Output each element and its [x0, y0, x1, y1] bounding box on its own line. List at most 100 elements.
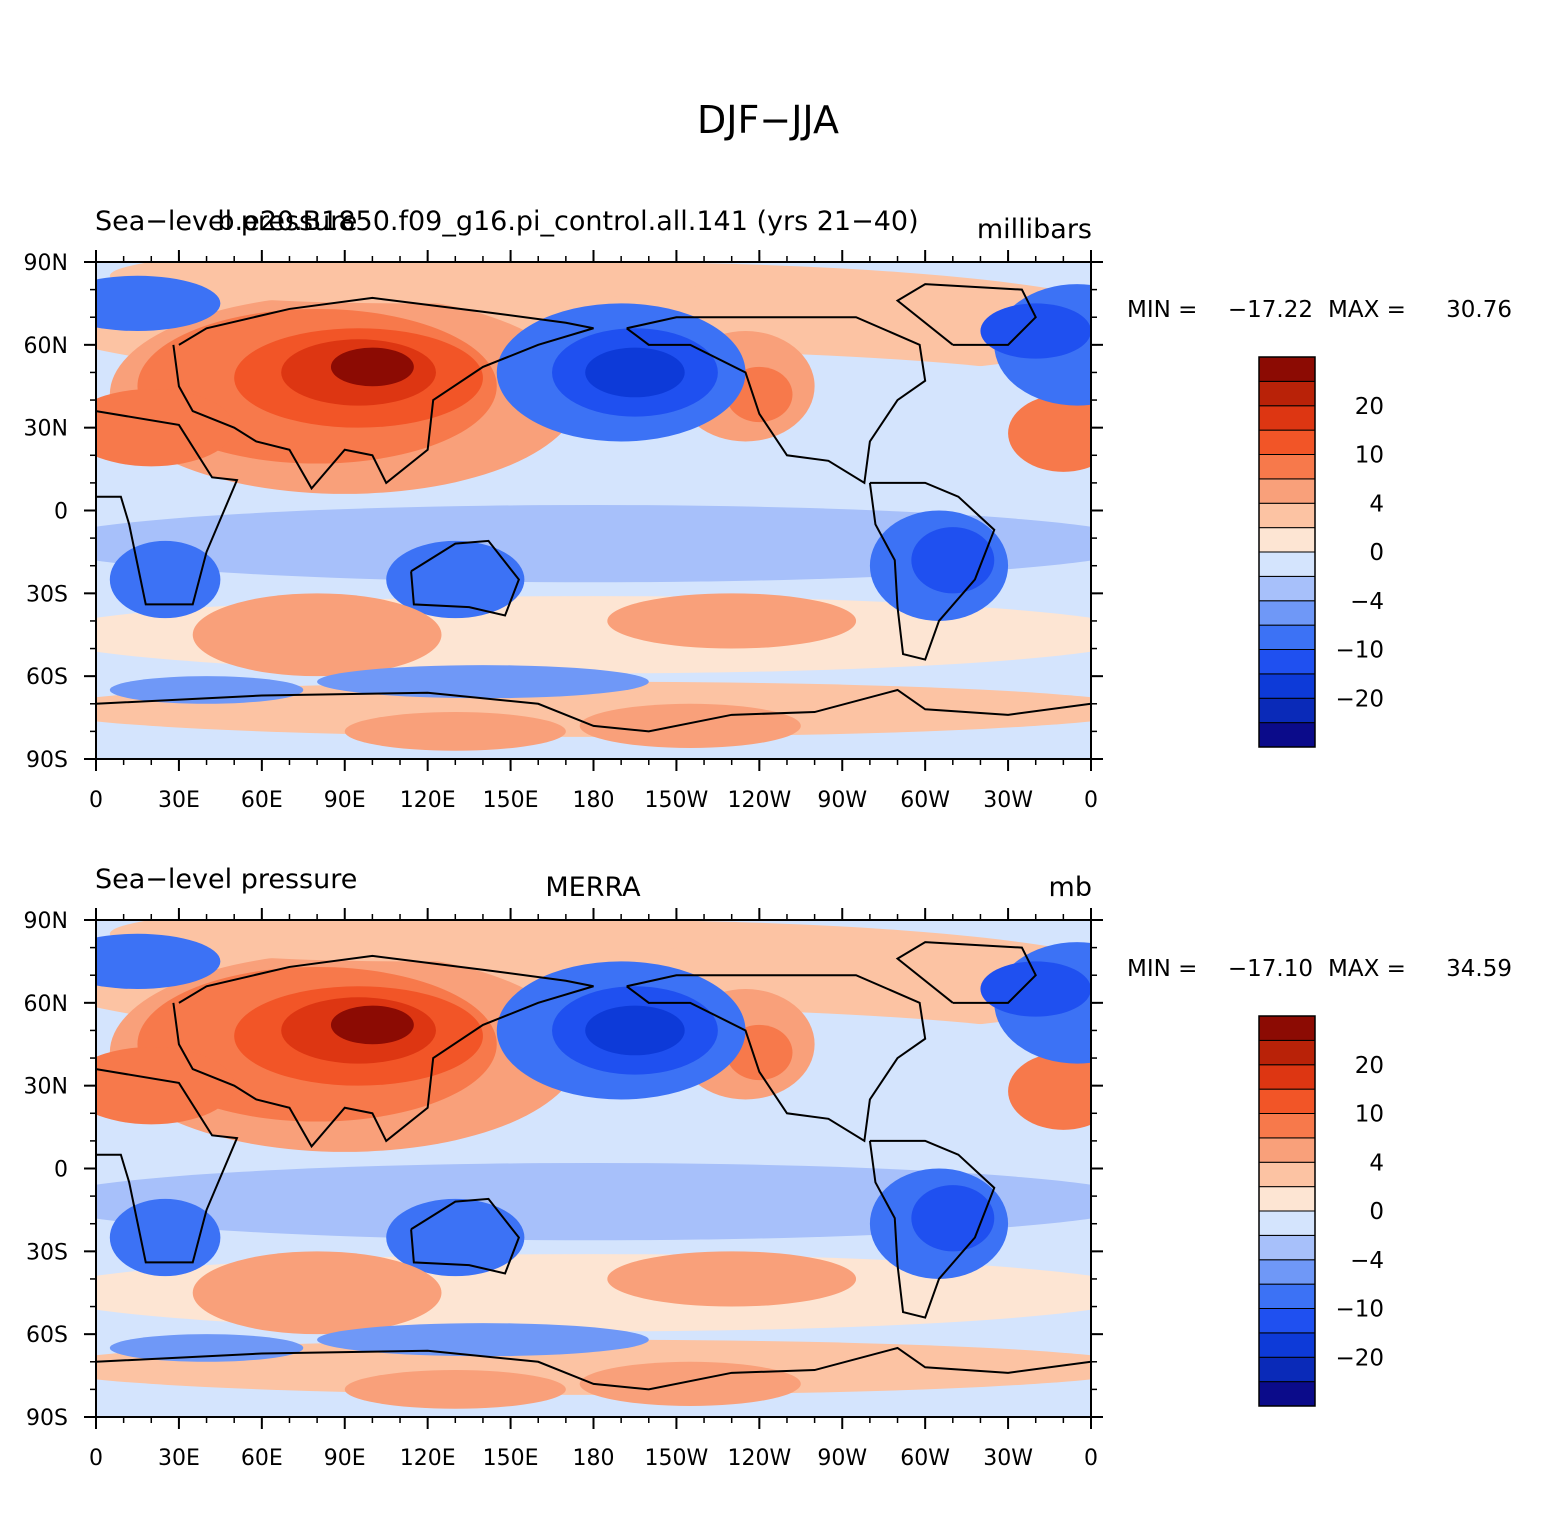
- colorbar: 20 10 4 0 −4 −10 −20: [1258, 1015, 1384, 1407]
- anomaly-region: [109, 540, 221, 619]
- colorbar-swatch: [1258, 1161, 1316, 1188]
- colorbar-swatch: [1258, 478, 1316, 504]
- colorbar-label: 10: [1355, 443, 1384, 469]
- lon-label: 90W: [817, 788, 867, 813]
- anomaly-region: [911, 1185, 995, 1252]
- lat-label: 60S: [26, 1323, 68, 1348]
- slp-field-map: 90N 60N 30N 0 30S 60S 90S 0 30E 60E 90E 120E 150E 180…: [24, 250, 1103, 813]
- lat-label: 0: [54, 500, 68, 525]
- coastline: [626, 316, 927, 485]
- anomaly-region: [330, 347, 414, 387]
- lon-label: 0: [1084, 1446, 1098, 1471]
- lat-label: 30N: [24, 417, 68, 442]
- panel-units: mb: [1049, 872, 1092, 903]
- min-label: MIN =: [1127, 297, 1197, 323]
- lon-label: 60E: [241, 1446, 283, 1471]
- coastline: [96, 410, 239, 606]
- panel-units: millibars: [977, 214, 1092, 245]
- colorbar-label: 0: [1369, 540, 1384, 566]
- lat-label: 90N: [24, 251, 68, 276]
- lon-label: 90E: [324, 788, 366, 813]
- anomaly-region: [1008, 394, 1091, 472]
- anomaly-region: [96, 504, 1091, 583]
- colorbar-swatch: [1258, 527, 1316, 553]
- anomaly-region: [579, 1361, 801, 1406]
- colorbar-swatch: [1258, 1015, 1316, 1041]
- anomaly-region: [317, 665, 649, 699]
- colorbar-swatch: [1258, 1332, 1316, 1358]
- anomaly-region: [330, 1005, 414, 1045]
- lat-label: 60N: [24, 992, 68, 1017]
- lon-label: 120W: [727, 1446, 791, 1471]
- anomaly-region: [386, 1198, 525, 1277]
- max-value: 30.76: [1446, 297, 1512, 323]
- colorbar-swatch: [1258, 1088, 1316, 1114]
- lon-label: 60W: [900, 788, 950, 813]
- coastline: [868, 481, 996, 661]
- colorbar-swatch: [1258, 673, 1316, 699]
- lon-label: 180: [573, 788, 615, 813]
- anomaly-region: [344, 1370, 566, 1409]
- coastline: [172, 954, 594, 1149]
- colorbar-swatch: [1258, 1234, 1316, 1261]
- min-label: MIN =: [1127, 956, 1197, 982]
- lon-label: 60E: [241, 788, 283, 813]
- max-value: 34.59: [1446, 956, 1512, 982]
- anomaly-region: [109, 920, 718, 962]
- anomaly-region: [579, 703, 801, 748]
- anomaly-region: [109, 676, 304, 704]
- lat-label: 90S: [26, 748, 68, 773]
- panel-obs: 90N 60N 30N 0 30S 60S 90S 0 30E 60E 90E 120E 150E 180…: [24, 864, 1512, 1471]
- colorbar-swatch: [1258, 1210, 1316, 1236]
- colorbar-label: 4: [1369, 1150, 1384, 1176]
- lat-label: 60S: [26, 665, 68, 690]
- anomaly-region: [109, 1198, 221, 1277]
- lon-label: 0: [89, 1446, 103, 1471]
- lat-label: 30S: [26, 1240, 68, 1265]
- colorbar-swatch: [1258, 1113, 1316, 1139]
- colorbar-swatch: [1258, 600, 1316, 626]
- colorbar-swatch: [1258, 649, 1316, 675]
- colorbar-label: −4: [1350, 1248, 1384, 1274]
- coastline: [895, 941, 1037, 1004]
- colorbar-swatch: [1258, 1381, 1316, 1407]
- colorbar-label: 20: [1355, 1053, 1384, 1079]
- colorbar-label: 0: [1369, 1199, 1384, 1225]
- lon-label: 0: [89, 788, 103, 813]
- lon-label: 30E: [158, 788, 200, 813]
- colorbar-swatch: [1258, 380, 1316, 407]
- lat-label: 60N: [24, 334, 68, 359]
- anomaly-region: [96, 1047, 235, 1125]
- colorbar: 20 10 4 0 −4 −10 −20: [1258, 356, 1384, 748]
- max-label: MAX =: [1328, 956, 1406, 982]
- lon-label: 30W: [983, 1446, 1033, 1471]
- lon-label: 150E: [483, 1446, 539, 1471]
- coastline: [96, 1346, 1091, 1391]
- anomaly-region: [607, 593, 857, 649]
- colorbar-swatch: [1258, 575, 1316, 602]
- anomaly-region: [96, 1339, 1091, 1395]
- colorbar-label: 20: [1355, 394, 1384, 420]
- colorbar-swatch: [1258, 1356, 1316, 1383]
- anomaly-region: [96, 681, 1091, 737]
- colorbar-swatch: [1258, 1137, 1316, 1163]
- colorbar-swatch: [1258, 1064, 1316, 1090]
- coastline: [410, 1197, 521, 1275]
- lat-label: 90S: [26, 1406, 68, 1431]
- anomaly-region: [317, 1323, 649, 1357]
- colorbar-swatch: [1258, 697, 1316, 724]
- colorbar-label: −10: [1335, 1297, 1384, 1323]
- colorbar-swatch: [1258, 551, 1316, 577]
- lat-label: 90N: [24, 909, 68, 934]
- colorbar-swatch: [1258, 1039, 1316, 1066]
- lat-label: 30S: [26, 582, 68, 607]
- colorbar-label: −10: [1335, 638, 1384, 664]
- colorbar-label: −4: [1350, 589, 1384, 615]
- panel-left-title: Sea−level pressure: [95, 864, 357, 895]
- anomaly-region: [911, 527, 995, 594]
- colorbar-frame: [1258, 356, 1316, 748]
- lon-label: 120W: [727, 788, 791, 813]
- coastline: [868, 1139, 996, 1319]
- colorbar-swatch: [1258, 429, 1316, 455]
- figure-title: DJF−JJA: [697, 98, 839, 142]
